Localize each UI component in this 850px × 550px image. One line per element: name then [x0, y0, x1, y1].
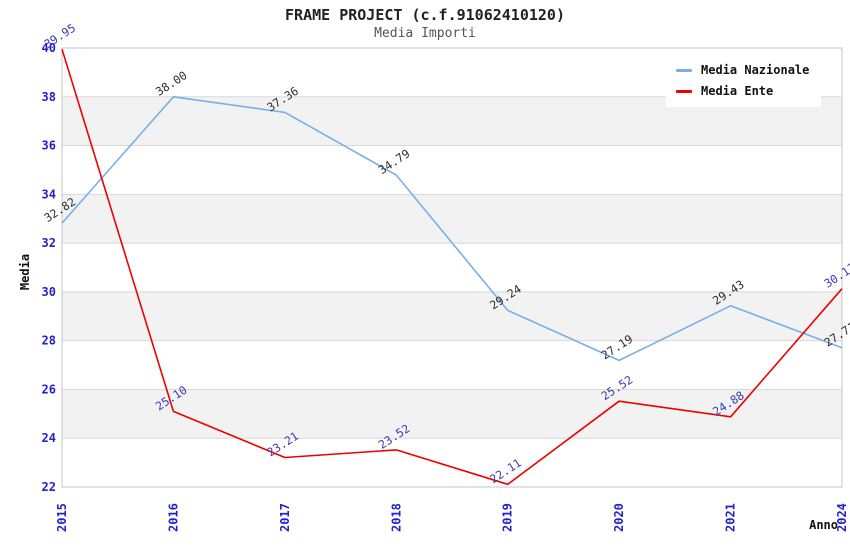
x-axis-title: Anno: [809, 518, 838, 532]
y-tick-label: 38: [42, 90, 56, 104]
x-tick-label: 2020: [612, 503, 626, 532]
y-tick-label: 34: [42, 187, 56, 201]
data-label: 38.00: [153, 68, 190, 99]
x-tick-label: 2015: [55, 503, 69, 532]
legend-line-swatch-red: [676, 89, 692, 93]
x-tick-label: 2019: [501, 503, 515, 532]
data-label: 30.13: [821, 260, 850, 291]
legend-item-media-ente[interactable]: Media Ente: [676, 84, 809, 98]
y-tick-label: 24: [42, 431, 56, 445]
y-tick-label: 26: [42, 382, 56, 396]
series-line-media-ente: [61, 48, 843, 486]
legend-box: Media Nazionale Media Ente: [666, 56, 822, 107]
legend-line-swatch-blue: [676, 68, 692, 72]
y-tick-label: 40: [42, 41, 56, 55]
data-label: 34.79: [376, 146, 413, 177]
plot-border: [61, 47, 843, 488]
y-axis-title: Media: [18, 254, 32, 290]
x-tick-label: 2021: [724, 503, 738, 532]
y-tick-label: 36: [42, 139, 56, 153]
data-label: 22.11: [487, 456, 524, 487]
y-tick-label: 28: [42, 334, 56, 348]
y-tick-label: 32: [42, 236, 56, 250]
legend-label-media-ente: Media Ente: [701, 84, 774, 98]
x-tick-label: 2024: [835, 503, 849, 532]
y-tick-label: 22: [42, 480, 56, 494]
x-tick-label: 2017: [278, 503, 292, 532]
chart-subtitle: Media Importi: [374, 26, 476, 41]
x-tick-label: 2018: [389, 503, 403, 532]
legend-item-media-nazionale[interactable]: Media Nazionale: [676, 63, 809, 77]
series-line-media-nazionale: [61, 96, 843, 362]
legend-label-media-nazionale: Media Nazionale: [701, 63, 810, 77]
plot-band: [62, 194, 842, 244]
x-tick-label: 2016: [166, 503, 180, 532]
chart-title: FRAME PROJECT (c.f.91062410120): [285, 6, 565, 24]
y-tick-label: 30: [42, 285, 56, 299]
plot-band: [62, 291, 842, 341]
